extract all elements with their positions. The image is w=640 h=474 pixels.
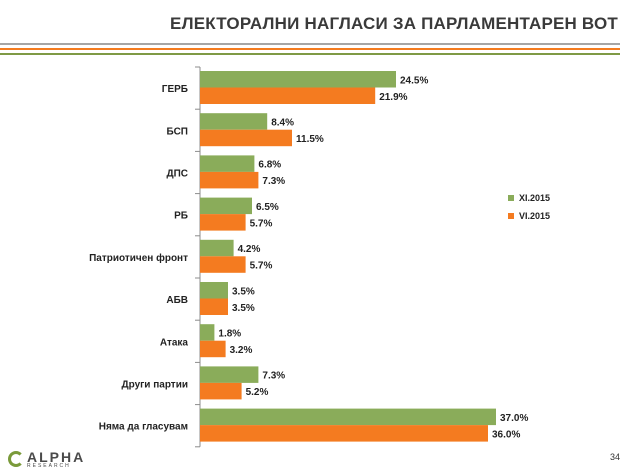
bar-xi-2015: [200, 113, 268, 130]
bar-vi-2015: [200, 87, 376, 104]
category-label: АБВ: [166, 295, 188, 306]
category-label: РБ: [174, 211, 188, 222]
data-label: 4.2%: [238, 244, 261, 255]
chart-legend: XI.2015 VI.2015: [508, 189, 550, 225]
divider-line: [0, 53, 620, 55]
bar-xi-2015: [200, 197, 252, 215]
data-label: 6.8%: [258, 160, 281, 171]
category-label: Няма да гласувам: [99, 422, 188, 433]
data-label: 7.3%: [262, 176, 285, 187]
bar-chart: ГЕРБ 24.5% 21.9% БСП 8.4%11.5% ДПС 6.8% 7.3% РБ 6…: [89, 66, 528, 448]
legend-label: XI.2015: [519, 193, 551, 203]
data-label: 7.3%: [262, 371, 285, 382]
category-label: Патриотичен фронт: [89, 252, 188, 264]
data-label: 37.0%: [500, 413, 528, 424]
data-label: 5.7%: [250, 261, 273, 272]
legend-item: XI.2015: [508, 189, 550, 207]
bar-xi-2015: [200, 239, 234, 257]
legend-swatch: [508, 195, 514, 201]
logo-main-text: ALPHA: [27, 448, 86, 465]
category-label: ГЕРБ: [162, 84, 188, 95]
data-label: 3.5%: [232, 286, 255, 297]
data-label: 36.0%: [492, 429, 520, 440]
divider-line: [0, 43, 620, 45]
legend-item: VI.2015: [508, 207, 550, 225]
bar-xi-2015: [200, 366, 259, 383]
data-label: 6.5%: [256, 202, 279, 213]
data-label: 1.8%: [218, 328, 241, 339]
bar-vi-2015: [200, 382, 242, 400]
logo-sub-text: RESEARCH: [27, 462, 71, 469]
divider-line: [0, 48, 620, 50]
data-label: 3.2%: [230, 345, 253, 356]
bar-vi-2015: [200, 425, 488, 442]
page-number: 34: [609, 452, 620, 462]
data-label: 21.9%: [379, 92, 407, 103]
data-label: 5.2%: [246, 387, 269, 398]
bar-vi-2015: [200, 340, 226, 358]
bar-vi-2015: [200, 298, 228, 315]
title-rules: [0, 43, 640, 57]
alpha-research-logo: ALPHA RESEARCH: [8, 449, 85, 469]
legend-label: VI.2015: [519, 211, 551, 221]
category-label: Други партии: [121, 380, 188, 391]
data-label: 8.4%: [271, 117, 294, 128]
bar-xi-2015: [200, 282, 228, 299]
bar-vi-2015: [200, 171, 259, 189]
data-label: 3.5%: [232, 303, 255, 314]
bar-vi-2015: [200, 256, 246, 273]
bar-vi-2015: [200, 129, 292, 147]
bar-xi-2015: [200, 408, 496, 426]
bar-xi-2015: [200, 324, 215, 341]
bar-vi-2015: [200, 214, 246, 231]
logo-icon: [8, 451, 24, 467]
legend-swatch: [508, 213, 514, 219]
bar-xi-2015: [200, 155, 255, 172]
data-label: 5.7%: [250, 218, 273, 229]
bar-xi-2015: [200, 71, 396, 88]
category-label: БСП: [167, 126, 188, 137]
category-label: ДПС: [166, 169, 188, 180]
category-label: Атака: [160, 337, 189, 348]
page-title: ЕЛЕКТОРАЛНИ НАГЛАСИ ЗА ПАРЛАМЕНТАРЕН ВОТ: [170, 14, 618, 33]
data-label: 24.5%: [400, 75, 428, 86]
data-label: 11.5%: [296, 134, 324, 145]
logo-wordmark: ALPHA RESEARCH: [27, 450, 85, 469]
